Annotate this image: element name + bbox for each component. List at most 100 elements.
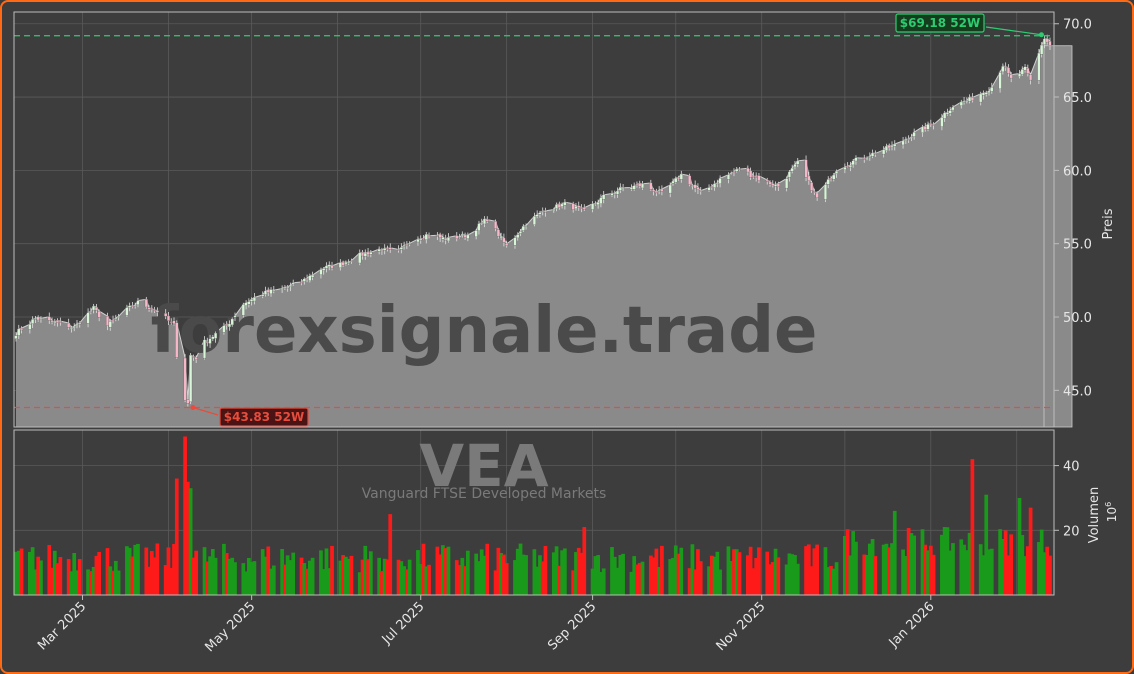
candle-body: [92, 305, 96, 311]
candle-body: [252, 297, 256, 302]
volume-bar: [111, 570, 115, 595]
volume-bar: [696, 549, 700, 595]
volume-bar: [1023, 556, 1027, 595]
candle-body: [244, 302, 248, 306]
volume-bar: [715, 551, 720, 595]
candle-body: [338, 262, 342, 268]
volume-bar: [951, 543, 955, 595]
date-tick-label: Sep 2025: [545, 599, 599, 653]
volume-bar: [829, 565, 833, 595]
price-tick-label: 45.0: [1063, 384, 1092, 399]
volume-bar: [174, 478, 179, 595]
volume-bar: [734, 549, 739, 595]
volume-bar: [28, 551, 32, 595]
volume-bar: [66, 559, 71, 595]
candle-body: [172, 320, 176, 325]
volume-bar: [407, 559, 412, 595]
reference-label-box: [895, 13, 985, 33]
candle-body: [186, 399, 190, 404]
volume-bar: [208, 556, 212, 595]
candle-body: [513, 237, 517, 246]
candle-body: [89, 310, 93, 313]
volume-bar: [538, 555, 542, 595]
candle-body: [175, 322, 179, 358]
volume-bar: [635, 564, 639, 595]
candle-body: [555, 204, 559, 209]
candle-body: [53, 321, 57, 324]
candle-body: [28, 324, 32, 330]
volume-bar: [831, 568, 836, 595]
volume-bar: [712, 556, 717, 595]
candle-body: [751, 175, 755, 178]
candle-body: [754, 176, 758, 178]
candle-body: [105, 315, 109, 326]
candle-body: [94, 306, 98, 311]
volume-bar: [571, 570, 576, 595]
reference-arrow-head: [1038, 32, 1044, 38]
candle-body: [474, 230, 478, 237]
candle-body: [965, 100, 969, 102]
volume-bar: [147, 566, 151, 595]
volume-multiplier-base: 10: [1105, 507, 1119, 522]
candle-body: [593, 203, 597, 205]
volume-bar: [862, 554, 867, 595]
candle-body: [427, 235, 431, 237]
candle-body: [147, 307, 151, 310]
volume-bar: [213, 557, 218, 595]
candle-body: [890, 145, 894, 148]
volume-bar: [363, 545, 368, 595]
volume-bar: [299, 557, 304, 595]
volume-bar: [851, 531, 856, 595]
candle-body: [657, 189, 661, 192]
volume-bar: [773, 548, 778, 595]
volume-bar: [693, 569, 698, 595]
candle-body: [865, 157, 869, 159]
volume-bar: [16, 550, 21, 595]
volume-bar: [574, 552, 578, 595]
candle-body: [455, 235, 459, 239]
volume-bar: [923, 544, 928, 595]
volume-bar: [127, 547, 132, 595]
volume-bar: [881, 544, 886, 595]
volume-bar: [698, 561, 703, 595]
volume-bar: [338, 560, 343, 595]
candle-body: [990, 87, 994, 92]
volume-bar: [302, 563, 307, 595]
volume-bar: [327, 568, 332, 595]
volume-bar: [222, 543, 226, 595]
price-area-fill: [16, 38, 1050, 427]
candle-body: [383, 248, 387, 251]
volume-bar: [485, 543, 490, 595]
candle-body: [408, 243, 412, 245]
reference-arrow-head: [190, 404, 196, 410]
volume-bar: [776, 557, 781, 595]
candle-body: [39, 318, 43, 320]
candle-body: [882, 149, 886, 155]
candle-body: [263, 290, 267, 295]
volume-bar: [405, 569, 409, 595]
candle-body: [435, 235, 439, 237]
candle-body: [596, 202, 600, 206]
volume-bar: [673, 545, 678, 595]
volume-bar: [224, 553, 229, 595]
candle-body: [402, 245, 406, 247]
candle-body: [635, 184, 639, 186]
candle-body: [524, 225, 528, 227]
candle-body: [183, 357, 187, 401]
candle-body: [499, 236, 503, 239]
volume-bar: [1020, 535, 1025, 595]
volume-bar: [540, 561, 545, 595]
volume-bar: [283, 564, 287, 595]
candle-body: [17, 328, 21, 336]
volume-bar: [399, 561, 404, 595]
volume-bar: [535, 566, 540, 595]
candle-body: [707, 187, 711, 191]
volume-bar: [1006, 555, 1011, 595]
volume-bar: [909, 533, 914, 595]
volume-bar: [55, 563, 60, 595]
volume-bar: [244, 571, 248, 595]
volume-bar: [202, 547, 207, 595]
candle-body: [602, 194, 606, 200]
candle-body: [191, 356, 195, 358]
candle-body: [58, 320, 62, 323]
